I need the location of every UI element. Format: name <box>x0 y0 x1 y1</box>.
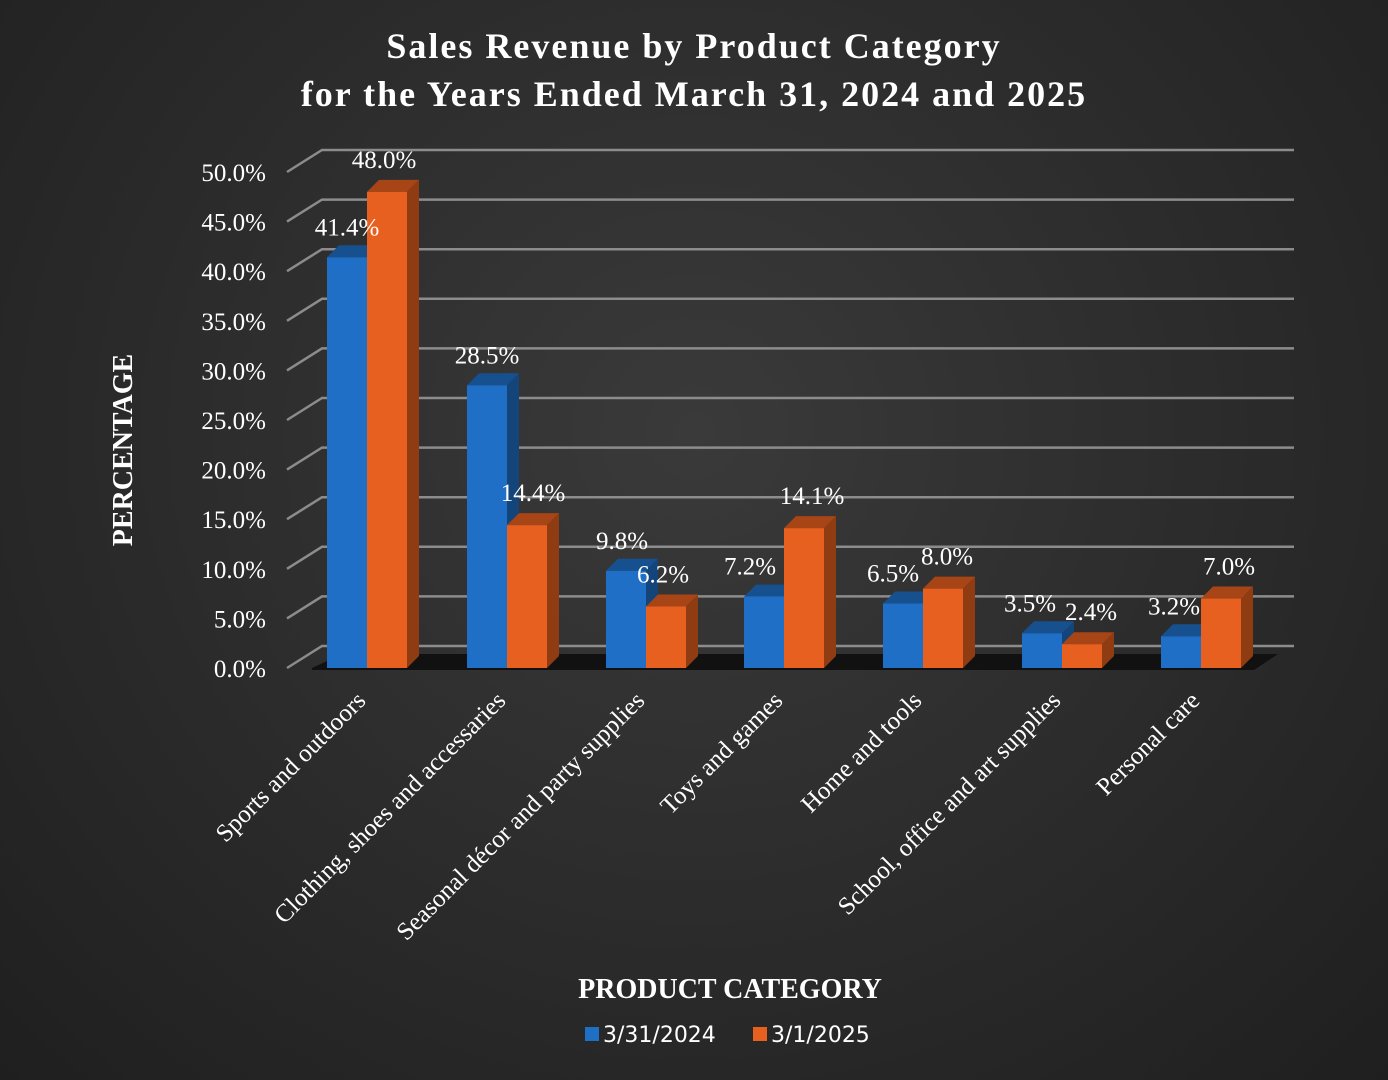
y-tick-label: 25.0% <box>201 408 266 435</box>
bar-fy2024-3-top <box>744 584 796 597</box>
bar-fy2025-2-front <box>646 606 686 668</box>
bar-fy2025-3-top <box>784 516 836 529</box>
bar-fy2024-6-front <box>1161 636 1201 668</box>
data-label: 8.0% <box>921 544 973 571</box>
x-category-label: School, office and art supplies <box>833 687 1066 920</box>
data-label: 48.0% <box>352 147 417 174</box>
legend-label: 3/1/2025 <box>771 1023 870 1048</box>
gridline <box>286 148 1294 174</box>
data-label: 14.1% <box>780 483 845 510</box>
bar-fy2025-6 <box>1201 586 1253 668</box>
y-axis-ticks: 0.0% 5.0% 10.0% 15.0% 20.0% 25.0% 30.0% 35.0% 40… <box>201 160 266 683</box>
legend: 3/31/2024 3/1/2025 <box>585 1023 870 1048</box>
chart-title-line-1: Sales Revenue by Product Category <box>386 26 1001 66</box>
bar-fy2025-3 <box>784 516 836 668</box>
y-tick-label: 40.0% <box>201 259 266 286</box>
y-tick-label: 15.0% <box>201 507 266 534</box>
x-category-label: Clothing, shoes and accessaries <box>269 687 511 929</box>
data-label: 6.2% <box>637 561 689 588</box>
y-tick-label: 45.0% <box>201 210 266 237</box>
data-label: 2.4% <box>1065 599 1117 626</box>
bar-fy2024-1-front <box>467 385 507 668</box>
bar-fy2025-4-top <box>923 576 975 589</box>
y-tick-label: 5.0% <box>214 606 266 633</box>
data-label: 6.5% <box>867 561 919 588</box>
bar-fy2024-4-front <box>883 603 923 668</box>
data-label: 3.2% <box>1148 593 1200 620</box>
bar-fy2025-5-front <box>1062 644 1102 668</box>
gridline <box>286 297 1294 322</box>
bar-fy2024-1-top <box>467 373 519 386</box>
data-label: 28.5% <box>455 342 520 369</box>
data-label: 3.5% <box>1004 590 1056 617</box>
bar-fy2025-1-side <box>547 513 559 668</box>
y-tick-label: 50.0% <box>201 160 266 187</box>
bar-fy2024-0-top <box>327 245 379 258</box>
bar-fy2025-5-top <box>1062 632 1114 645</box>
bars <box>327 179 1253 668</box>
bar-fy2024-2-front <box>606 570 646 668</box>
bar-fy2024-4-top <box>883 591 935 604</box>
bar-fy2025-1-top <box>507 513 559 526</box>
bar-fy2025-2-side <box>686 594 698 668</box>
gridline <box>286 545 1294 570</box>
gridline <box>286 347 1294 372</box>
legend-label: 3/31/2024 <box>603 1023 716 1048</box>
x-category-label: Home and tools <box>796 687 927 818</box>
gridline <box>286 198 1294 223</box>
bar-fy2025-2-top <box>646 594 698 607</box>
bar-fy2025-5-side <box>1102 632 1114 668</box>
bar-fy2025-6-front <box>1201 598 1241 668</box>
gridline <box>286 247 1294 273</box>
bar-fy2025-6-top <box>1201 586 1253 599</box>
gridline <box>286 495 1294 521</box>
legend-swatch <box>753 1027 767 1041</box>
y-tick-label: 30.0% <box>201 358 266 385</box>
gridline <box>286 396 1294 422</box>
data-label: 9.8% <box>596 528 648 555</box>
bar-fy2025-0-top <box>367 179 419 192</box>
y-tick-label: 20.0% <box>201 458 266 485</box>
x-category-label: Toys and games <box>656 687 789 820</box>
bar-fy2024-6-top <box>1161 624 1213 637</box>
bar-fy2024-2-top <box>606 558 658 571</box>
bar-fy2025-1 <box>507 513 559 668</box>
data-label: 7.0% <box>1203 554 1255 581</box>
bar-fy2024-3-front <box>744 596 784 668</box>
bar-fy2025-1-front <box>507 525 547 668</box>
bar-fy2025-6-side <box>1241 586 1253 668</box>
y-tick-label: 0.0% <box>214 656 266 683</box>
x-category-label: Sports and outdoors <box>211 687 372 848</box>
bar-fy2025-5 <box>1062 632 1114 668</box>
data-label: 41.4% <box>315 214 380 241</box>
gridlines <box>286 148 1294 670</box>
bar-fy2024-0-front <box>327 257 367 668</box>
y-axis-title: PERCENTAGE <box>108 354 139 546</box>
x-category-label: Personal care <box>1091 687 1205 801</box>
data-label: 7.2% <box>724 554 776 581</box>
data-labels: 41.4% 48.0% 28.5% 14.4% 9.8% 6.2% 7.2% 14.1% 6.5… <box>315 147 1255 626</box>
legend-swatch <box>585 1027 599 1041</box>
bar-fy2025-3-front <box>784 528 824 668</box>
x-category-label: Seasonal décor and party supplies <box>392 687 651 946</box>
bar-fy2025-2 <box>646 594 698 668</box>
bar-fy2025-0 <box>367 179 419 668</box>
x-axis-title: PRODUCT CATEGORY <box>578 974 882 1005</box>
bar-fy2025-4 <box>923 576 975 668</box>
data-label: 14.4% <box>501 480 566 507</box>
bar-fy2025-3-side <box>824 516 836 668</box>
bar-fy2024-5-top <box>1022 621 1074 634</box>
bar-fy2024-5-front <box>1022 633 1062 668</box>
gridline <box>286 446 1294 471</box>
bar-fy2025-4-side <box>963 576 975 668</box>
y-tick-label: 35.0% <box>201 309 266 336</box>
y-tick-label: 10.0% <box>201 557 266 584</box>
bar-fy2025-0-front <box>367 191 407 668</box>
chart-title-line-2: for the Years Ended March 31, 2024 and 2… <box>301 74 1087 114</box>
bar-fy2025-0-side <box>407 179 419 668</box>
bar-fy2025-4-front <box>923 588 963 668</box>
